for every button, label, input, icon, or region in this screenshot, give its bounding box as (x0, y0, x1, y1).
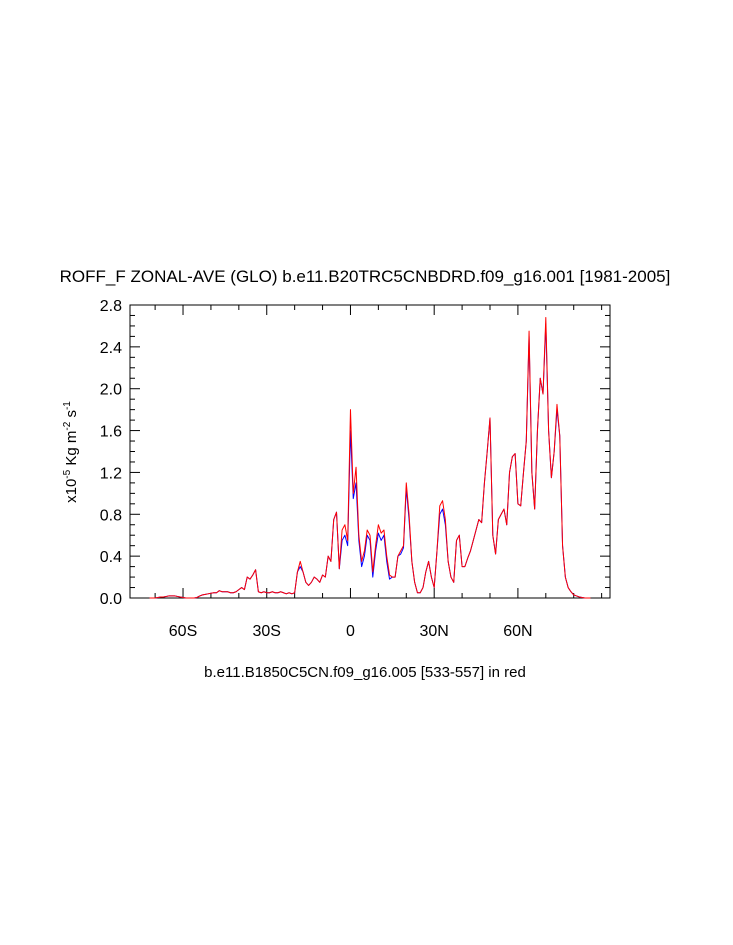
x-tick-label: 30S (253, 623, 281, 640)
chart-title: ROFF_F ZONAL-AVE (GLO) b.e11.B20TRC5CNBD… (60, 267, 671, 286)
x-tick-label: 30N (420, 623, 449, 640)
y-tick-label: 0.8 (100, 507, 122, 524)
y-label-sup: -2 (62, 421, 73, 430)
y-tick-label: 0.0 (100, 591, 122, 608)
x-axis-label: b.e11.B1850C5CN.f09_g16.005 [533-557] in… (204, 664, 526, 681)
y-tick-label: 2.4 (100, 340, 122, 357)
y-tick-label: 2.8 (100, 298, 122, 315)
y-tick-label: 0.4 (100, 549, 122, 566)
y-label-part: s (63, 410, 80, 422)
x-tick-label: 0 (346, 623, 355, 640)
y-tick-label: 2.0 (100, 382, 122, 399)
x-tick-label: 60N (503, 623, 532, 640)
y-label-sup: -1 (62, 401, 73, 410)
x-tick-label: 60S (169, 623, 197, 640)
y-label-part: x10 (63, 479, 80, 503)
y-label-sup: -5 (62, 469, 73, 478)
y-axis-label: x10-5 Kg m-2 s-1 (62, 401, 80, 503)
y-tick-label: 1.2 (100, 465, 122, 482)
data-line (149, 317, 591, 599)
y-label-part: Kg m (63, 431, 80, 470)
y-tick-label: 1.6 (100, 424, 122, 441)
